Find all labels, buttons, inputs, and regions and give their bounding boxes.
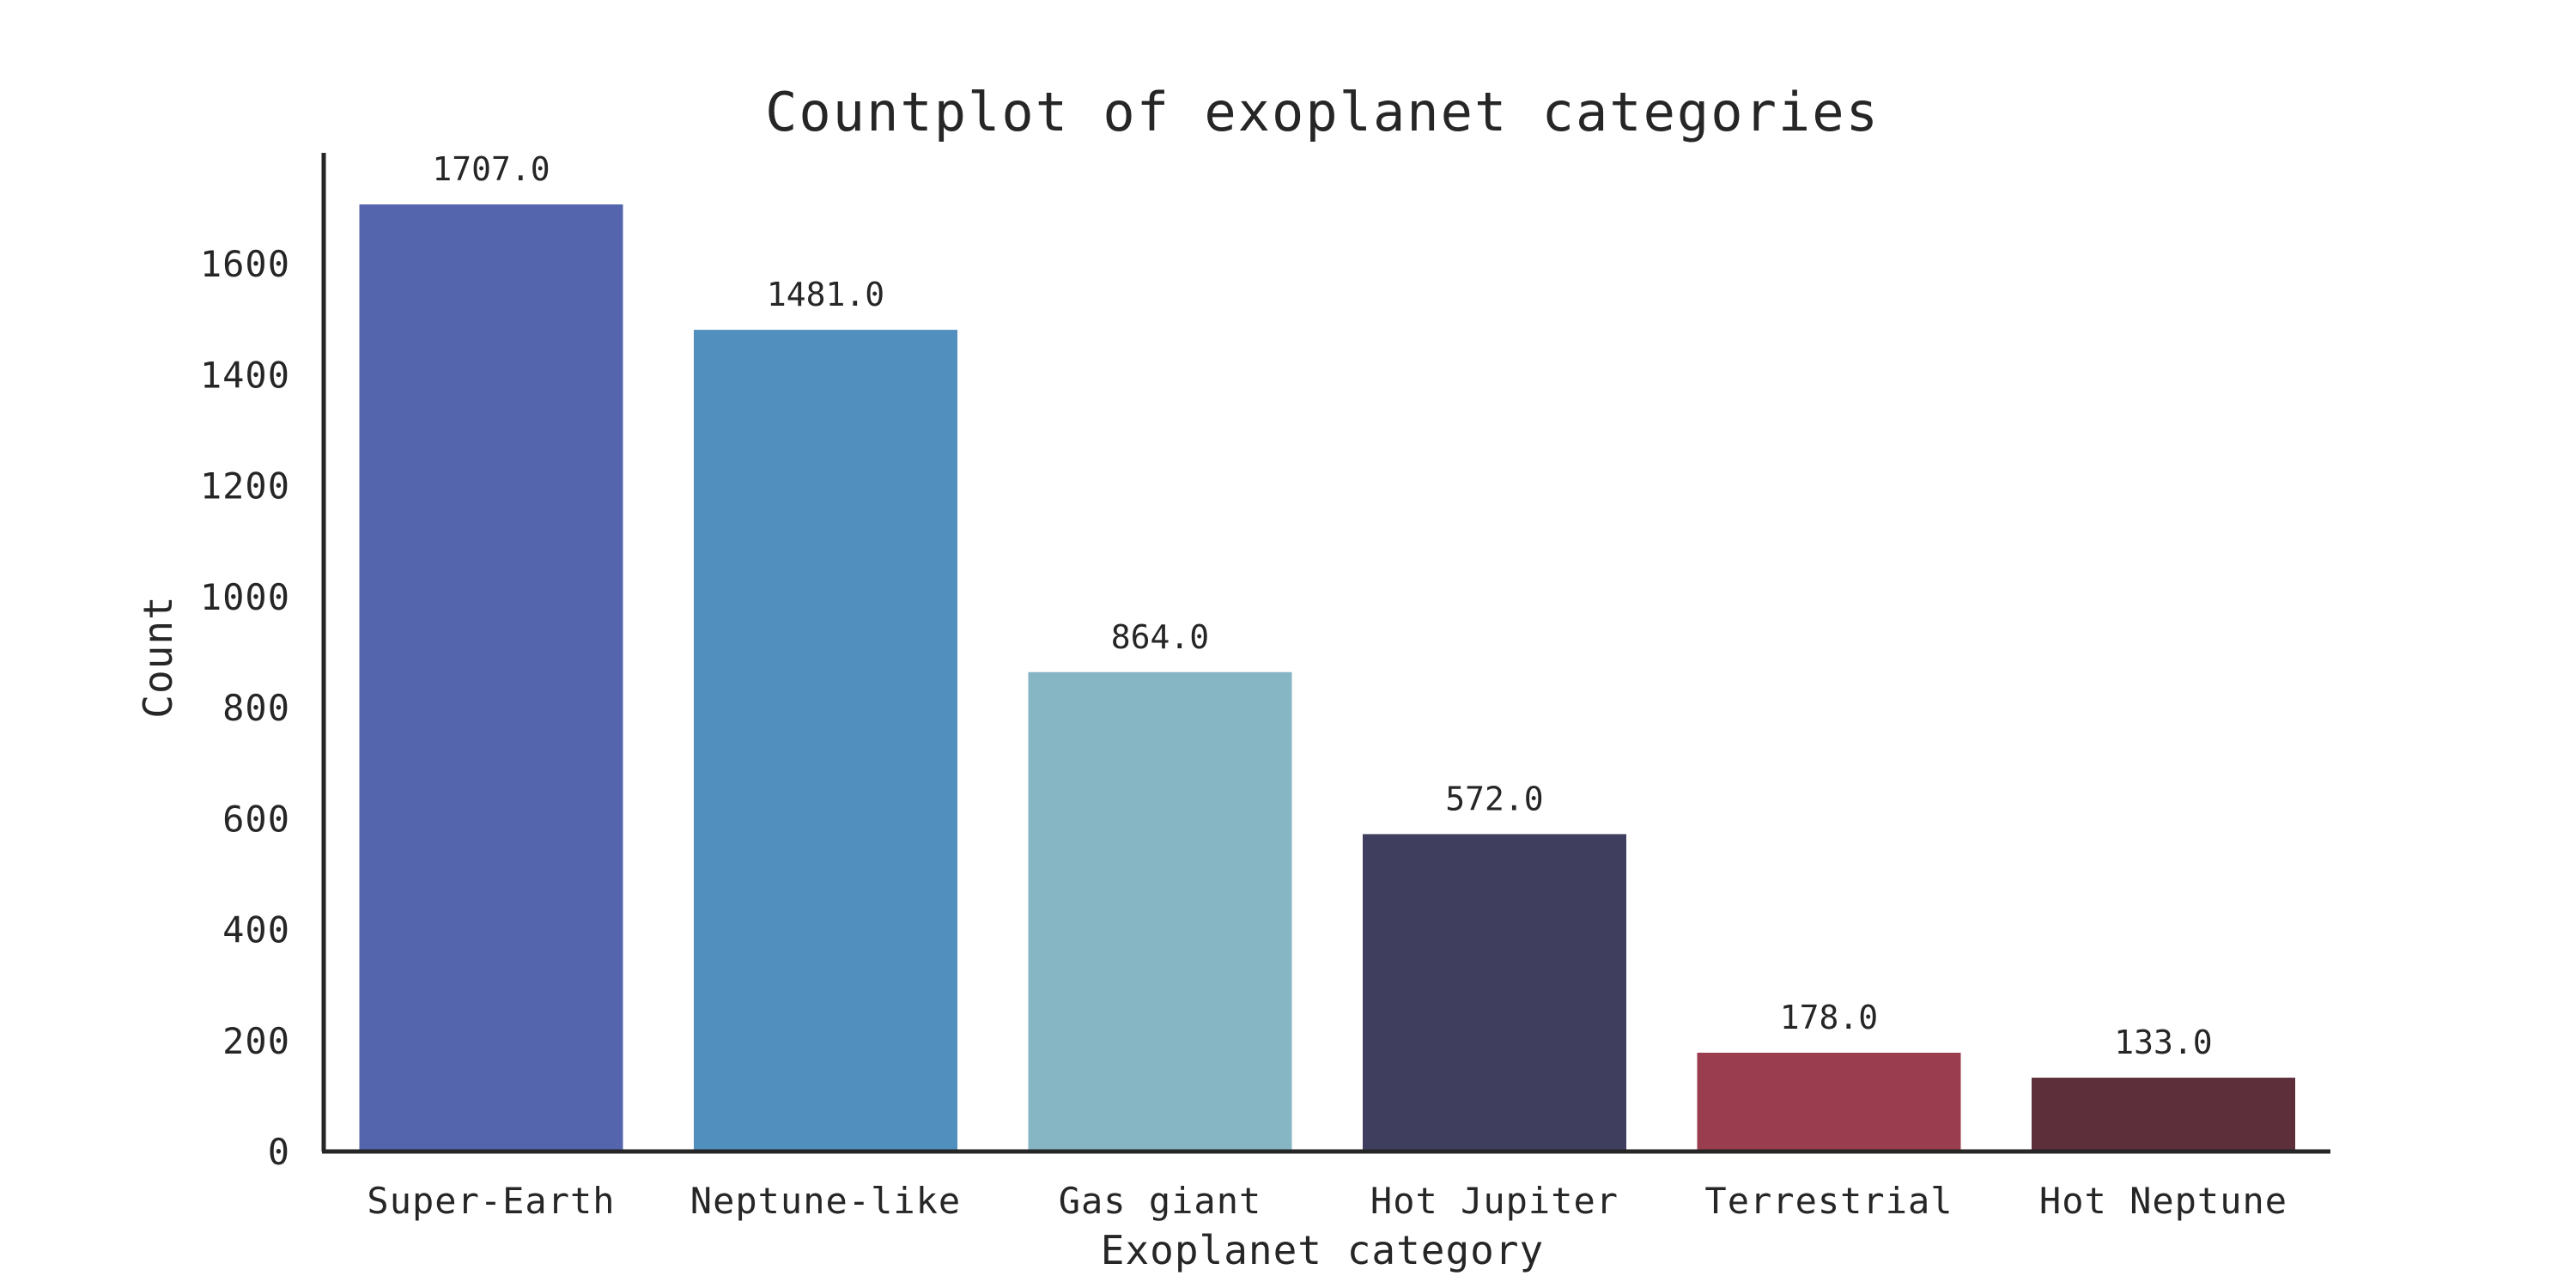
y-axis-label: Count bbox=[135, 595, 181, 718]
bars-layer bbox=[359, 204, 2295, 1151]
data-label-hot-jupiter: 572.0 bbox=[1445, 780, 1543, 817]
data-label-gas-giant: 864.0 bbox=[1111, 618, 1209, 656]
chart-title: Countplot of exoplanet categories bbox=[765, 81, 1880, 143]
data-label-neptune-like: 1481.0 bbox=[767, 276, 884, 313]
data-labels-layer: 1707.0 1481.0 864.0 572.0 178.0 133.0 bbox=[432, 150, 2212, 1061]
y-tick-label-1000: 1000 bbox=[200, 576, 290, 618]
y-tick-label-1400: 1400 bbox=[200, 354, 290, 396]
data-label-super-earth: 1707.0 bbox=[432, 150, 550, 188]
x-tick-label-gas-giant: Gas giant bbox=[1059, 1180, 1262, 1222]
bar-super-earth bbox=[359, 204, 623, 1151]
data-label-terrestrial: 178.0 bbox=[1780, 999, 1878, 1036]
bar-terrestrial bbox=[1697, 1052, 1961, 1151]
x-tick-label-hot-neptune: Hot Neptune bbox=[2039, 1180, 2287, 1222]
x-axis-label: Exoplanet category bbox=[1101, 1227, 1545, 1273]
y-tick-label-600: 600 bbox=[222, 798, 290, 840]
bar-neptune-like bbox=[694, 330, 957, 1151]
y-tick-label-0: 0 bbox=[268, 1131, 290, 1173]
y-tick-label-1600: 1600 bbox=[200, 243, 290, 285]
x-tick-label-super-earth: Super-Earth bbox=[367, 1180, 615, 1222]
data-label-hot-neptune: 133.0 bbox=[2114, 1024, 2212, 1061]
ticks-layer: Super-Earth Neptune-like Gas giant Hot Jupi… bbox=[200, 243, 2287, 1222]
bar-hot-jupiter bbox=[1363, 834, 1626, 1151]
y-tick-label-1200: 1200 bbox=[200, 465, 290, 507]
x-tick-label-neptune-like: Neptune-like bbox=[690, 1180, 961, 1222]
x-tick-label-terrestrial: Terrestrial bbox=[1704, 1180, 1953, 1222]
bar-hot-neptune bbox=[2032, 1078, 2295, 1151]
bar-gas-giant bbox=[1028, 671, 1292, 1151]
y-tick-label-800: 800 bbox=[222, 687, 290, 729]
y-tick-label-200: 200 bbox=[222, 1020, 290, 1062]
y-tick-label-400: 400 bbox=[222, 909, 290, 951]
x-tick-label-hot-jupiter: Hot Jupiter bbox=[1370, 1180, 1619, 1222]
